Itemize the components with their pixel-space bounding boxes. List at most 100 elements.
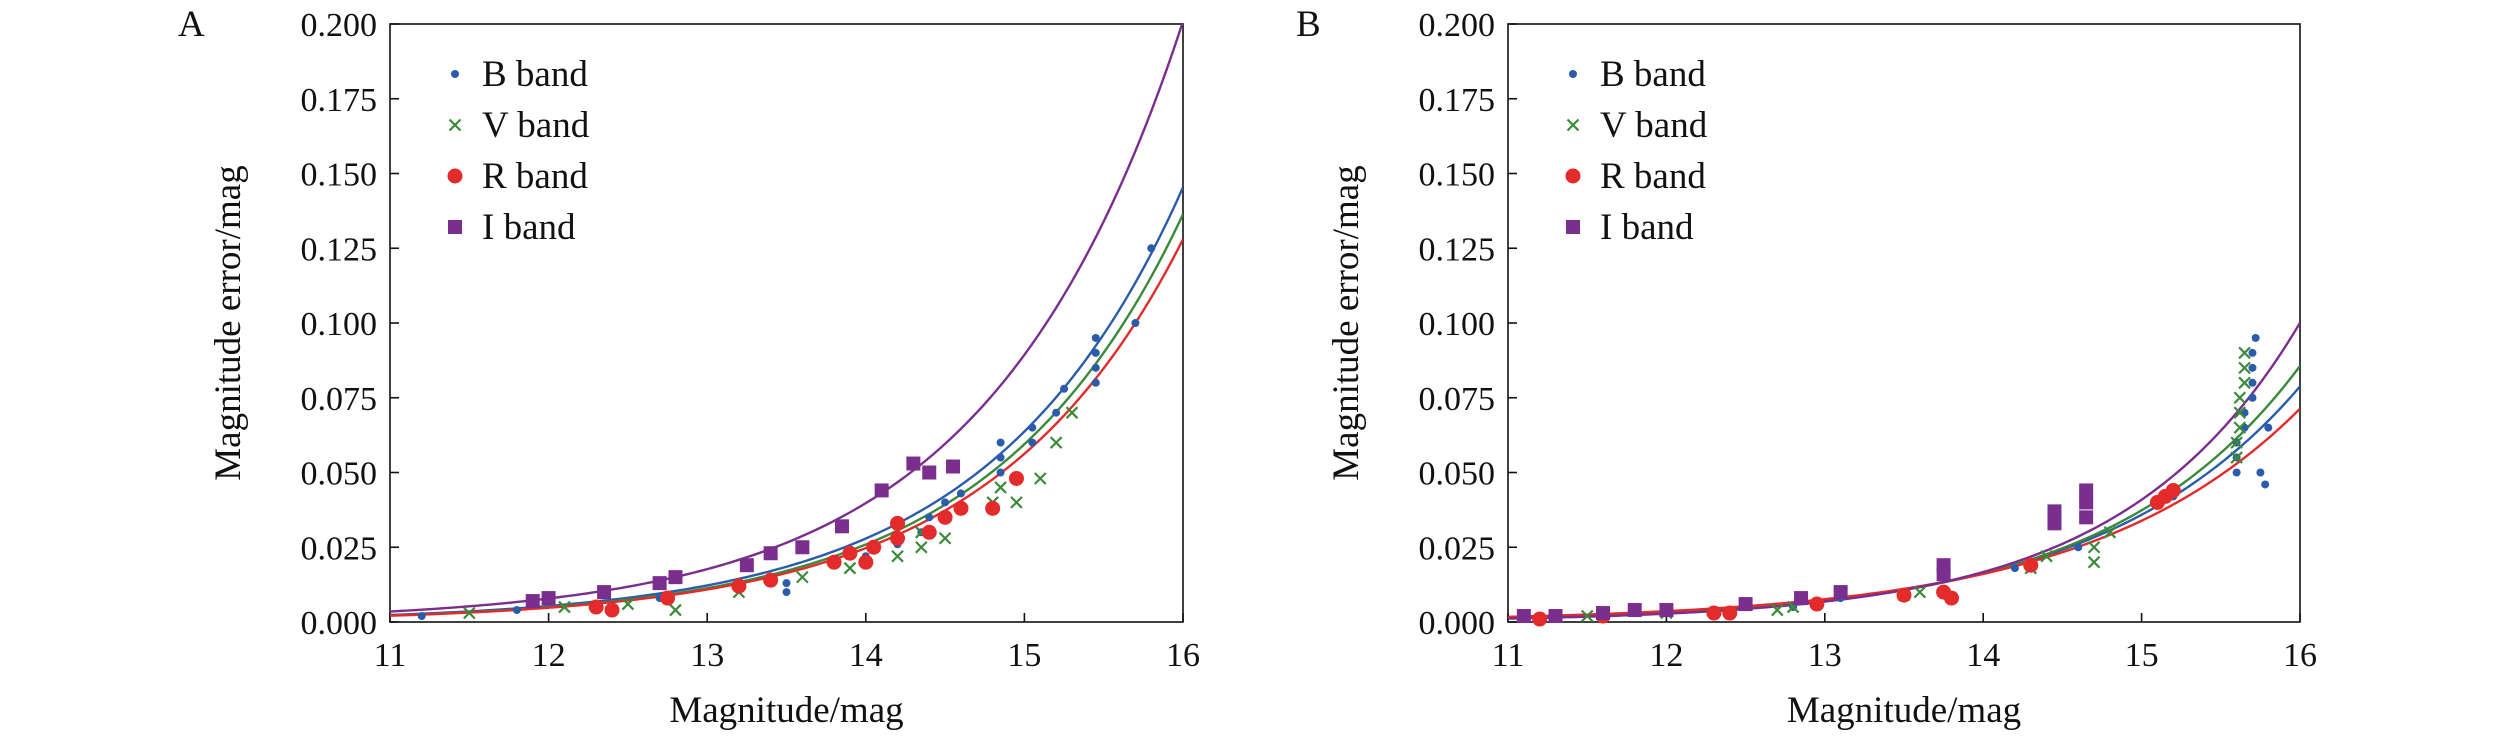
legend-marker bbox=[1566, 118, 1580, 132]
panel-b-series-b-band bbox=[1551, 333, 2273, 621]
data-point bbox=[588, 599, 604, 615]
panel-a-series-v-band bbox=[463, 406, 1079, 620]
panel-a-y-tick-label: 0.025 bbox=[301, 530, 378, 567]
panel-b-y-tick-label: 0.200 bbox=[1419, 7, 1496, 44]
data-point bbox=[2248, 363, 2257, 372]
data-point bbox=[890, 530, 906, 546]
panel-b-x-tick-label: 14 bbox=[1966, 637, 2000, 674]
data-point bbox=[2238, 346, 2251, 360]
data-point bbox=[1896, 587, 1912, 603]
data-point bbox=[782, 579, 791, 588]
legend-marker bbox=[448, 220, 462, 234]
legend-label: B band bbox=[1600, 54, 1706, 95]
data-point bbox=[915, 540, 928, 554]
data-point bbox=[2233, 391, 2247, 405]
panel-b-panel-label: B bbox=[1296, 4, 1321, 45]
panel-a-x-tick-label: 12 bbox=[532, 637, 566, 674]
panel-b-x-tick-label: 16 bbox=[2283, 637, 2317, 674]
data-point bbox=[2232, 468, 2241, 477]
data-point bbox=[782, 588, 791, 597]
legend-label: I band bbox=[1600, 207, 1694, 248]
data-point bbox=[2047, 504, 2062, 519]
data-point bbox=[2233, 406, 2247, 419]
data-point bbox=[996, 453, 1005, 462]
data-point bbox=[996, 468, 1005, 477]
data-point bbox=[541, 591, 556, 606]
data-point bbox=[1706, 605, 1722, 621]
panel-b-x-tick-label: 11 bbox=[1492, 637, 1525, 674]
data-point bbox=[2103, 526, 2117, 539]
panel-a-y-tick-label: 0.125 bbox=[301, 231, 378, 268]
panel-b-x-axis-label: Magnitude/mag bbox=[1787, 690, 2021, 731]
data-point bbox=[739, 558, 754, 573]
data-point bbox=[985, 500, 1001, 516]
data-point bbox=[1548, 609, 1563, 624]
panel-a-x-tick-label: 16 bbox=[1166, 637, 1200, 674]
data-point bbox=[2087, 555, 2101, 569]
data-point bbox=[1580, 609, 1594, 623]
data-point bbox=[1091, 333, 1100, 342]
panel-b-x-tick-label: 12 bbox=[1649, 637, 1683, 674]
data-point bbox=[1794, 591, 1809, 606]
data-point bbox=[1091, 378, 1100, 387]
data-point bbox=[835, 519, 850, 534]
data-point bbox=[2047, 516, 2062, 531]
panel-b-y-tick-label: 0.000 bbox=[1419, 605, 1496, 642]
data-point bbox=[1028, 438, 1037, 447]
data-point bbox=[2079, 495, 2094, 510]
data-point bbox=[1722, 605, 1738, 621]
legend-label: R band bbox=[1600, 156, 1706, 197]
panel-b-y-tick-label: 0.025 bbox=[1419, 530, 1496, 567]
data-point bbox=[2230, 451, 2243, 464]
panel-a-y-tick-label: 0.075 bbox=[301, 381, 378, 418]
data-point bbox=[1596, 606, 1611, 621]
data-point bbox=[891, 549, 904, 563]
data-point bbox=[621, 597, 635, 611]
legend-label: V band bbox=[482, 105, 590, 146]
data-point bbox=[1809, 596, 1825, 612]
data-point bbox=[2010, 564, 2019, 573]
data-point bbox=[956, 489, 965, 498]
data-point bbox=[795, 540, 810, 555]
panel-a-y-tick-label: 0.000 bbox=[301, 605, 378, 642]
panel-a-x-tick-label: 15 bbox=[1007, 637, 1041, 674]
data-point bbox=[2256, 468, 2265, 477]
panel-a-fit-curves bbox=[390, 24, 1183, 617]
panel-a-y-tick-label: 0.150 bbox=[301, 157, 378, 194]
legend-marker bbox=[451, 70, 459, 78]
data-point bbox=[1936, 558, 1951, 573]
data-point bbox=[938, 532, 952, 545]
panel-b-y-tick-label: 0.050 bbox=[1419, 456, 1496, 493]
legend-marker bbox=[1569, 70, 1577, 78]
panel-b-fit-i-band bbox=[1508, 322, 2300, 620]
legend-label: B band bbox=[482, 54, 588, 95]
panel-b-series-i-band bbox=[1516, 483, 2094, 624]
panel-a-y-tick-label: 0.050 bbox=[301, 456, 378, 493]
panel-a-fit-b-band bbox=[390, 186, 1183, 617]
data-point bbox=[2040, 549, 2053, 563]
panel-b-fit-b-band bbox=[1508, 385, 2300, 619]
data-point bbox=[463, 606, 476, 620]
data-point bbox=[1049, 436, 1063, 449]
data-point bbox=[2233, 421, 2247, 434]
data-point bbox=[2248, 393, 2257, 402]
data-point bbox=[921, 524, 937, 540]
legend-label: I band bbox=[482, 207, 576, 248]
data-point bbox=[796, 570, 809, 584]
data-point bbox=[925, 513, 934, 522]
data-point bbox=[525, 594, 540, 609]
data-point bbox=[1771, 603, 1784, 617]
panel-b-x-tick-label: 15 bbox=[2125, 637, 2159, 674]
data-point bbox=[2248, 348, 2257, 357]
data-point bbox=[763, 572, 779, 588]
panel-b-legend: B band V band R band I band bbox=[1565, 54, 1708, 248]
data-point bbox=[1028, 423, 1037, 432]
data-point bbox=[1033, 472, 1047, 485]
data-point bbox=[826, 554, 842, 570]
data-point bbox=[996, 438, 1005, 447]
data-point bbox=[1944, 590, 1960, 606]
data-point bbox=[1052, 408, 1061, 417]
data-point bbox=[922, 465, 937, 480]
panel-b-series-v-band bbox=[1580, 346, 2251, 623]
data-point bbox=[1516, 609, 1531, 624]
